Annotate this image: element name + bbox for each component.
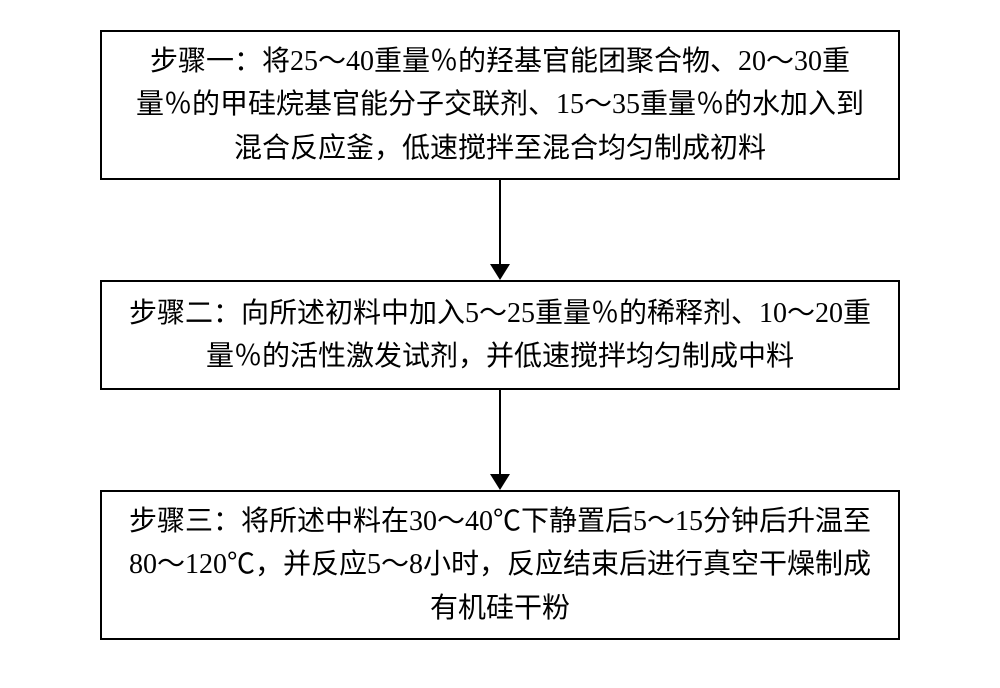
flowchart-arrowhead-1	[490, 264, 510, 280]
flowchart-step-2: 步骤二：向所述初料中加入5～25重量％的稀释剂、10～20重量％的活性激发试剂，…	[100, 280, 900, 390]
step3-text: 步骤三：将所述中料在30～40℃下静置后5～15分钟后升温至80～120℃，并反…	[126, 500, 874, 630]
flowchart-canvas: 步骤一：将25～40重量％的羟基官能团聚合物、20～30重量％的甲硅烷基官能分子…	[0, 0, 1000, 688]
flowchart-arrowhead-2	[490, 474, 510, 490]
step2-text: 步骤二：向所述初料中加入5～25重量％的稀释剂、10～20重量％的活性激发试剂，…	[126, 292, 874, 379]
flowchart-step-3: 步骤三：将所述中料在30～40℃下静置后5～15分钟后升温至80～120℃，并反…	[100, 490, 900, 640]
step1-text: 步骤一：将25～40重量％的羟基官能团聚合物、20～30重量％的甲硅烷基官能分子…	[126, 40, 874, 170]
flowchart-arrow-2	[499, 390, 501, 474]
flowchart-arrow-1	[499, 180, 501, 264]
flowchart-step-1: 步骤一：将25～40重量％的羟基官能团聚合物、20～30重量％的甲硅烷基官能分子…	[100, 30, 900, 180]
